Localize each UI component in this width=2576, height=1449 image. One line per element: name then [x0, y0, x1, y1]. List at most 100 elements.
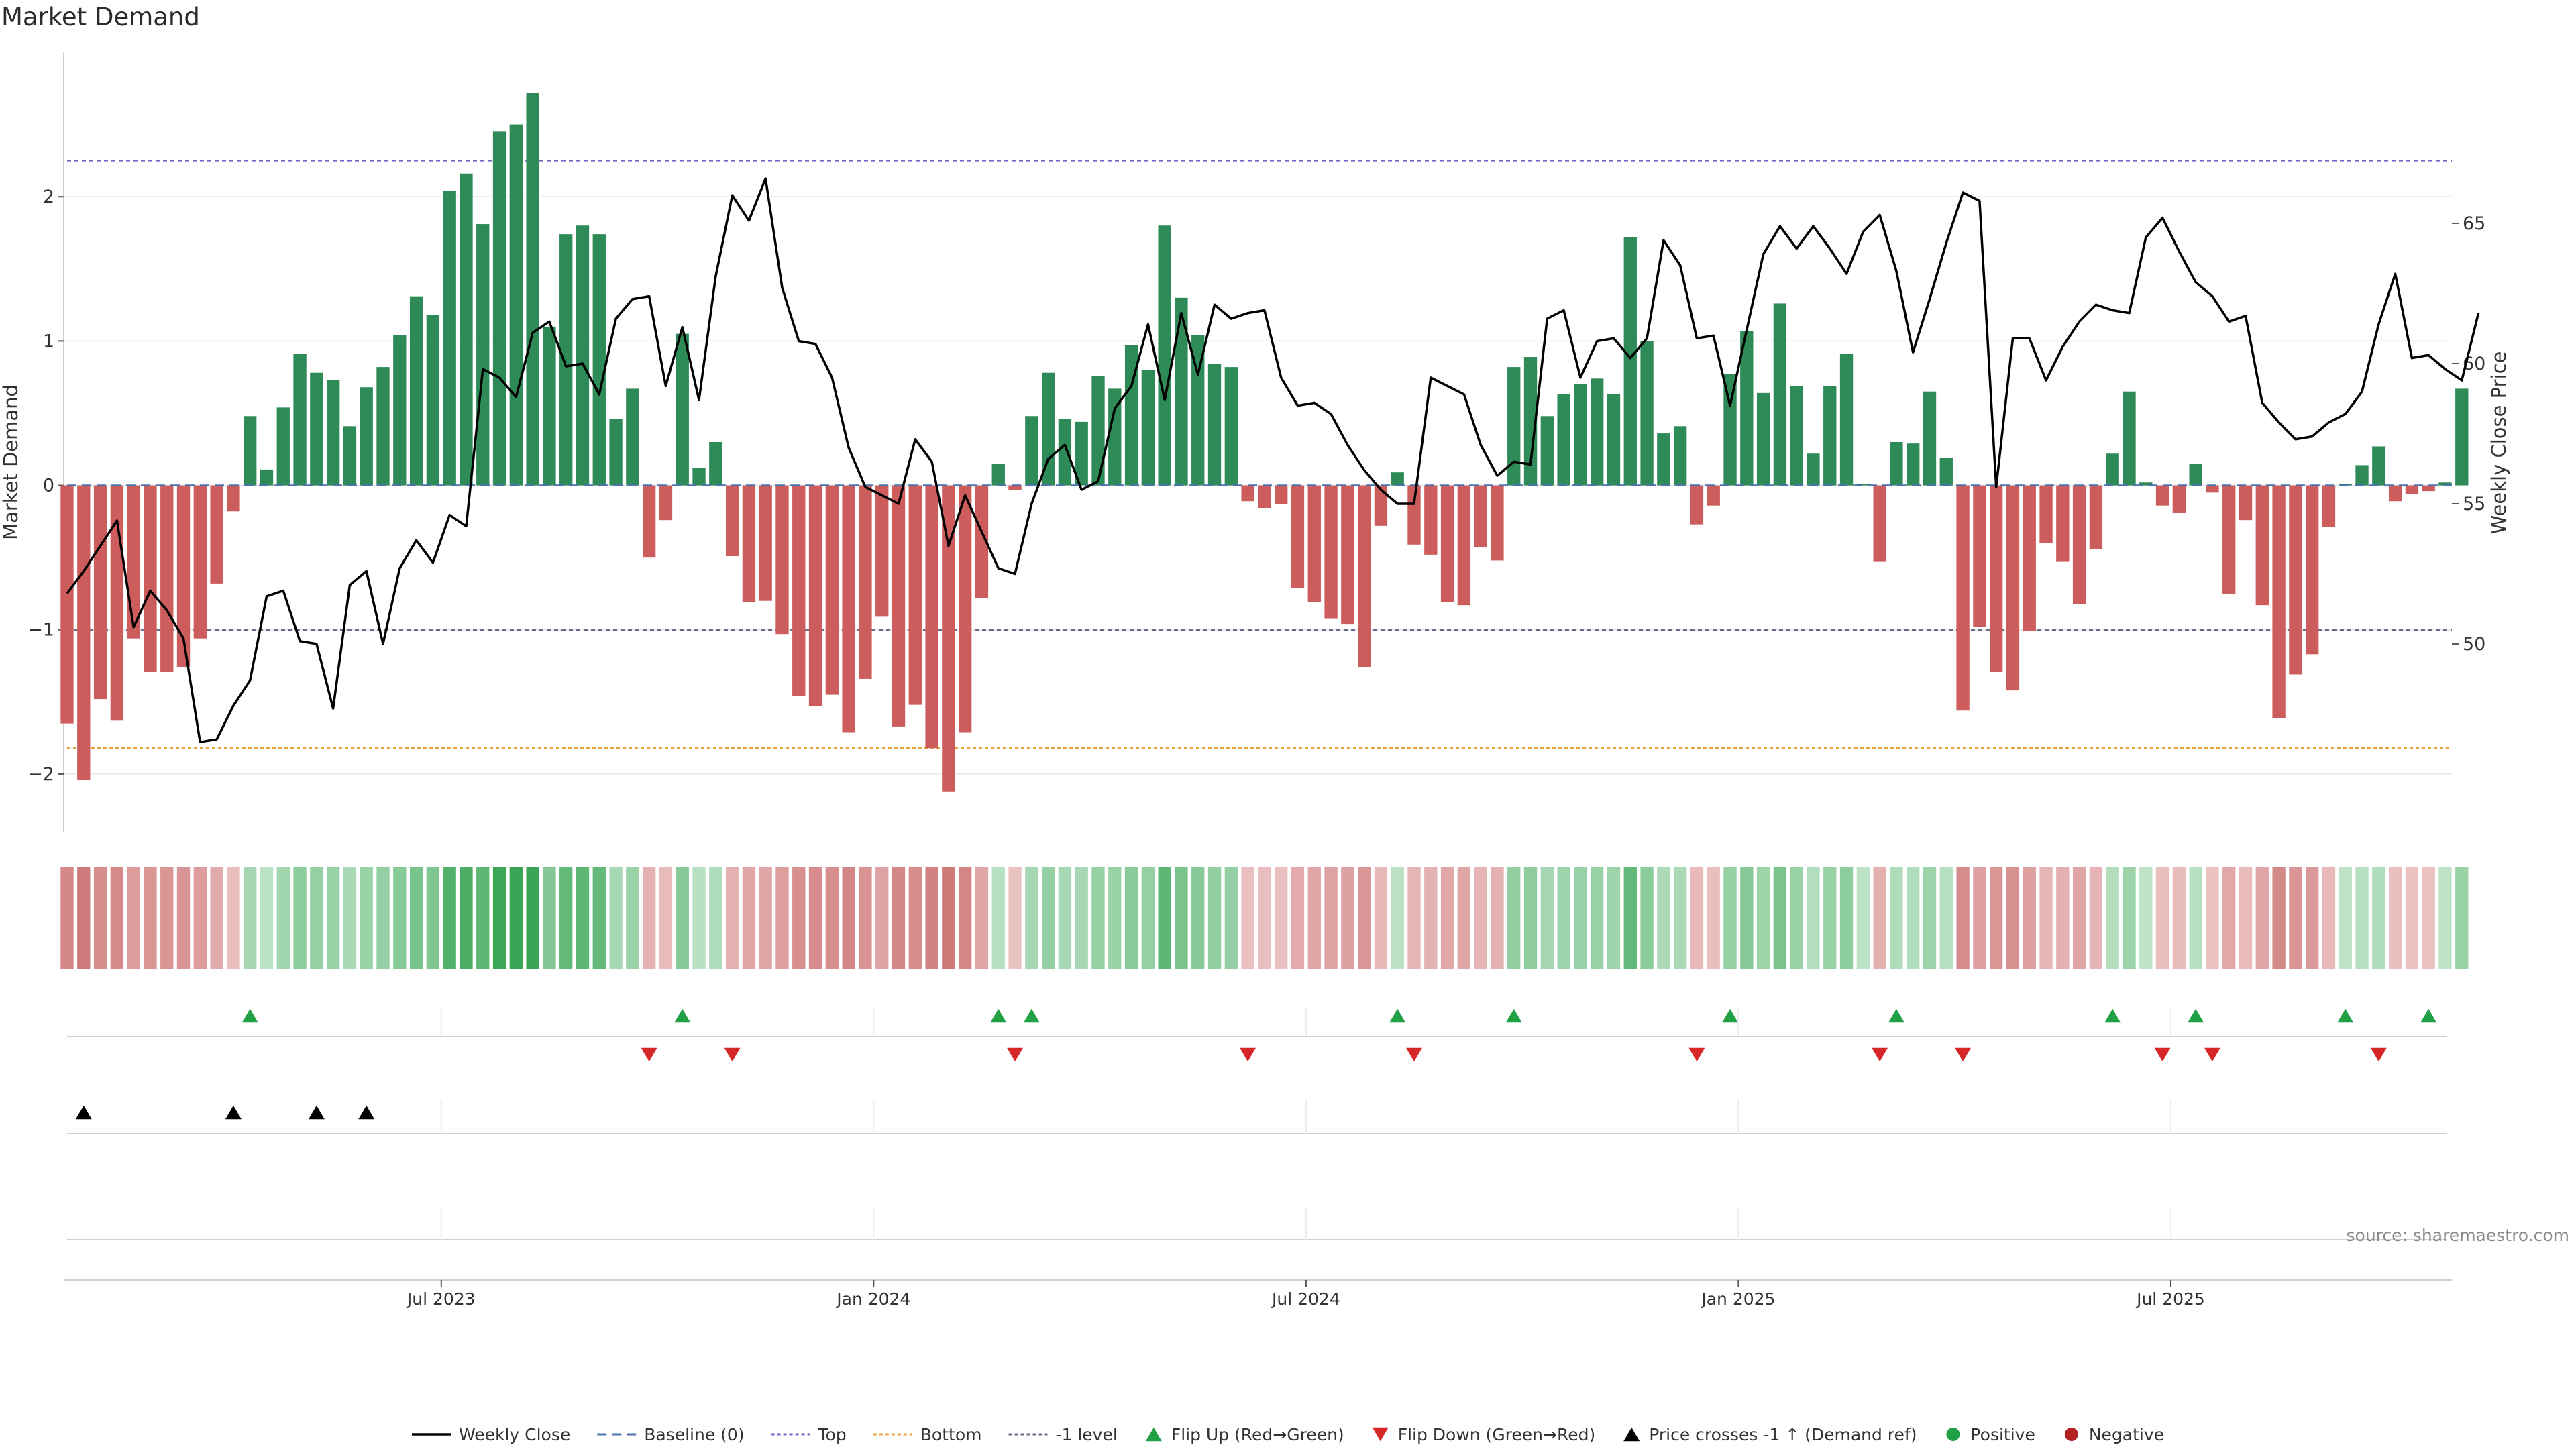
heat-cell: [1407, 867, 1421, 969]
heat-cell: [1291, 867, 1305, 969]
heat-cell: [892, 867, 906, 969]
demand-bar: [2023, 485, 2036, 631]
demand-bar: [1989, 485, 2003, 672]
heat-cell: [2123, 867, 2136, 969]
flip-down-marker: [724, 1047, 741, 1062]
flip-down-marker: [2204, 1047, 2220, 1062]
x-tick-label: Jan 2025: [1700, 1289, 1775, 1309]
demand-bar: [1075, 421, 1088, 486]
demand-bar: [1307, 485, 1321, 602]
heat-cell: [2255, 867, 2269, 969]
heat-cell: [1807, 867, 1820, 969]
demand-bar: [1839, 354, 1854, 486]
demand-bar: [942, 485, 955, 792]
heat-cell: [709, 867, 722, 969]
legend-swatch-triangle: [1372, 1427, 1389, 1442]
x-tick-label: Jul 2024: [1271, 1289, 1340, 1309]
heat-cell: [875, 867, 889, 969]
heat-cell: [2306, 867, 2319, 969]
demand-bar: [742, 485, 756, 602]
demand-bar: [959, 485, 972, 733]
y-tick-label-left: −1: [28, 620, 54, 641]
demand-bar: [709, 442, 722, 486]
legend-item: Flip Down (Green→Red): [1372, 1425, 1596, 1444]
heat-cell: [1491, 867, 1504, 969]
heat-cell: [1890, 867, 1903, 969]
heat-cell: [676, 867, 689, 969]
heat-cell: [1341, 867, 1354, 969]
heat-cell: [326, 867, 340, 969]
heat-cell: [1640, 867, 1654, 969]
demand-bar: [526, 93, 539, 486]
heat-cell: [77, 867, 91, 969]
demand-bar: [460, 173, 473, 486]
flip-up-marker: [2188, 1008, 2204, 1023]
heat-cell: [2388, 867, 2402, 969]
demand-bar: [1890, 442, 1903, 486]
demand-bar: [2355, 465, 2369, 486]
flip-up-marker: [1389, 1008, 1406, 1023]
price-cross-marker: [75, 1105, 92, 1120]
demand-bar: [1491, 485, 1504, 561]
source-credit: source: sharemaestro.com: [2347, 1226, 2570, 1245]
heat-cell: [1856, 867, 1870, 969]
legend-item: Positive: [1946, 1425, 2035, 1444]
heat-cell: [1756, 867, 1770, 969]
heat-cell: [210, 867, 223, 969]
legend-swatch-triangle: [1623, 1427, 1640, 1442]
heat-cell: [2272, 867, 2286, 969]
heat-cell: [792, 867, 806, 969]
demand-bar: [1640, 341, 1654, 486]
demand-bar: [2422, 485, 2435, 492]
heat-cell: [1175, 867, 1188, 969]
demand-bar: [1474, 485, 1487, 548]
legend-label: Top: [818, 1425, 847, 1444]
demand-bar: [326, 380, 340, 486]
heat-cell: [991, 867, 1005, 969]
demand-bar: [2438, 482, 2452, 486]
heat-cell: [2023, 867, 2036, 969]
demand-bar: [260, 469, 274, 486]
legend-label: Flip Down (Green→Red): [1398, 1425, 1596, 1444]
flip-down-marker: [1007, 1047, 1024, 1062]
flip-up-marker: [674, 1008, 691, 1023]
legend-label: Negative: [2089, 1425, 2164, 1444]
heat-cell: [1839, 867, 1854, 969]
demand-bar: [310, 372, 323, 486]
demand-bar: [2322, 485, 2336, 527]
chart-title: Market Demand: [1, 3, 200, 32]
demand-bar: [2372, 446, 2385, 486]
legend-label: Price crosses -1 ↑ (Demand ref): [1649, 1425, 1917, 1444]
heat-cell: [1025, 867, 1038, 969]
demand-bar: [244, 416, 257, 486]
demand-bar: [1507, 367, 1521, 486]
demand-bar: [2039, 485, 2053, 543]
heat-cell: [2172, 867, 2186, 969]
heat-cell: [1923, 867, 1937, 969]
heat-cell: [443, 867, 456, 969]
legend-item: Baseline (0): [597, 1425, 745, 1444]
price-cross-marker: [358, 1105, 375, 1120]
x-tick-label: Jul 2025: [2135, 1289, 2205, 1309]
heat-cell: [176, 867, 191, 969]
y-tick-label-left: −2: [28, 764, 54, 785]
demand-bar: [1124, 345, 1138, 486]
legend-item: Price crosses -1 ↑ (Demand ref): [1623, 1425, 1917, 1444]
demand-bar: [1208, 364, 1222, 486]
heat-cell: [2189, 867, 2202, 969]
demand-bar: [842, 485, 855, 733]
demand-bar: [1258, 485, 1271, 508]
demand-bar: [160, 485, 174, 672]
demand-bar: [1723, 374, 1737, 486]
y-tick-label-right: 65: [2463, 213, 2485, 234]
heat-cell: [1440, 867, 1454, 969]
demand-bar: [1923, 391, 1937, 486]
heat-cell: [1591, 867, 1604, 969]
demand-bar: [2189, 464, 2202, 486]
heat-cell: [1374, 867, 1388, 969]
flip-up-marker: [1888, 1008, 1904, 1023]
heat-cell: [859, 867, 872, 969]
flip-down-marker: [2154, 1047, 2171, 1062]
demand-bar: [808, 485, 822, 706]
legend-item: -1 level: [1008, 1425, 1118, 1444]
